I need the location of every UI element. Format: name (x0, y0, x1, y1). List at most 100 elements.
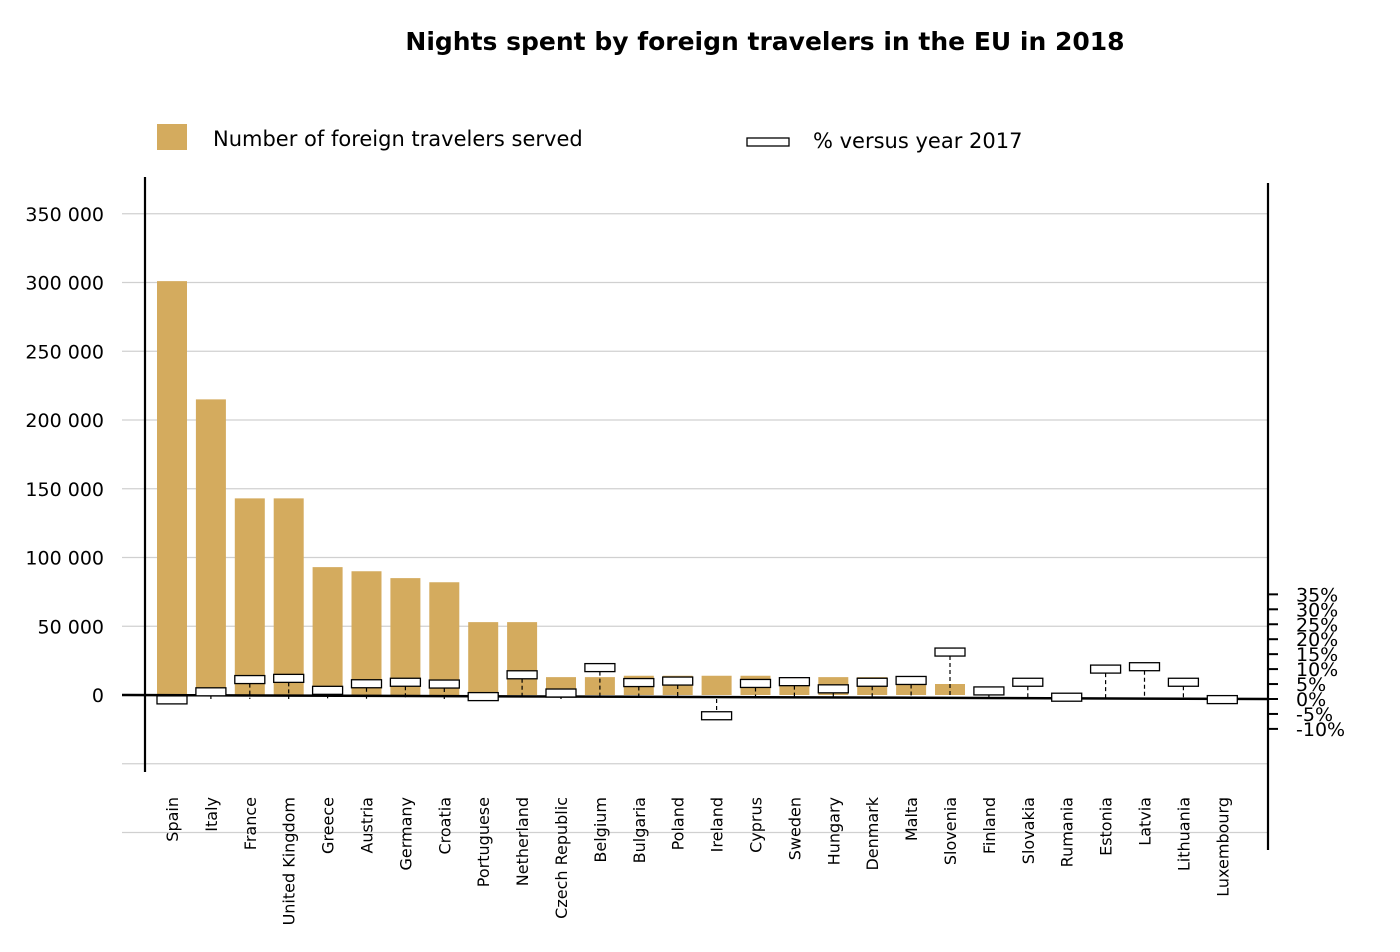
pct-marker-slovenia (934, 647, 966, 657)
pct-marker-croatia (428, 679, 460, 689)
right-tick-label: 20% (1296, 629, 1338, 651)
connectors (210, 656, 1185, 712)
category-label-france: France (241, 797, 260, 850)
category-label-spain: Spain (163, 797, 182, 842)
pct-marker-italy (195, 687, 227, 697)
bar-france (234, 498, 265, 695)
category-label-estonia: Estonia (1097, 797, 1116, 856)
bar-germany (390, 578, 421, 695)
category-label-united-kingdom: United Kingdom (280, 797, 299, 925)
right-tick-label: 10% (1296, 659, 1338, 681)
pct-marker-portuguese (467, 691, 499, 702)
pct-marker-united-kingdom (273, 673, 305, 684)
baseline (121, 693, 1269, 701)
right-tick-label: 15% (1296, 644, 1338, 666)
category-label-austria: Austria (358, 797, 377, 854)
category-label-poland: Poland (669, 797, 688, 850)
pct-marker-denmark (856, 677, 888, 687)
right-tick-label: 30% (1296, 599, 1338, 621)
category-label-netherland: Netherland (513, 797, 532, 886)
pct-marker-czech-republic (545, 688, 577, 698)
right-tick-label: -10% (1296, 719, 1345, 741)
right-tick-label: -5% (1296, 704, 1333, 726)
category-label-germany: Germany (396, 797, 415, 871)
bar-ireland (701, 675, 732, 695)
bar-slovenia (935, 684, 965, 695)
category-label-bulgaria: Bulgaria (630, 797, 649, 863)
pct-marker-latvia (1128, 662, 1161, 672)
chart-title: Nights spent by foreign travelers in the… (405, 27, 1124, 56)
pct-marker-belgium (584, 662, 616, 673)
pct-marker-sweden (778, 677, 811, 687)
bar-austria (351, 571, 382, 695)
category-label-denmark: Denmark (863, 796, 882, 870)
category-labels: Spain Italy France United Kingdom Greece Aust… (163, 796, 1232, 925)
right-tick-label: 25% (1296, 614, 1338, 636)
pct-marker-poland (662, 676, 694, 686)
right-axis-ticks: -10%-5%0%5%10%15%20%25%30%35% (1268, 584, 1345, 741)
pct-marker-bulgaria (623, 677, 655, 688)
pct-marker-hungary (817, 684, 849, 694)
category-label-sweden: Sweden (785, 797, 804, 860)
pct-marker-greece (311, 685, 344, 695)
category-label-hungary: Hungary (824, 797, 843, 865)
pct-marker-germany (389, 677, 422, 687)
category-label-greece: Greece (319, 797, 338, 854)
pct-marker-slovakia (1012, 677, 1044, 687)
pct-marker-estonia (1089, 664, 1122, 674)
category-label-ireland: Ireland (708, 797, 727, 852)
left-tick-label: 200 000 (25, 410, 104, 432)
category-label-czech-republic: Czech Republic (552, 797, 571, 919)
legend-pct-swatch (746, 137, 790, 147)
pct-marker-cyprus (739, 678, 772, 689)
left-axis-ticks: 0 50 000 100 000 150 000 200 000 250 000 300 0… (25, 204, 104, 707)
bar-greece (312, 567, 343, 695)
bar-united-kingdom (273, 498, 304, 695)
legend-bar-swatch (157, 124, 187, 150)
legend: Number of foreign travelers served % ver… (157, 124, 1022, 153)
pct-marker-ireland (700, 711, 733, 721)
pct-marker-france (234, 674, 266, 685)
bar-croatia (429, 582, 460, 695)
category-label-italy: Italy (202, 797, 221, 832)
category-label-lithuania: Lithuania (1174, 797, 1193, 871)
category-label-rumania: Rumania (1058, 797, 1077, 867)
bar-portuguese (468, 622, 499, 695)
category-label-luxembourg: Luxembourg (1213, 797, 1232, 897)
left-tick-label: 300 000 (25, 273, 104, 295)
category-label-slovakia: Slovakia (1019, 797, 1038, 864)
pct-marker-spain (156, 695, 188, 705)
bars (157, 281, 1004, 695)
left-tick-label: 150 000 (25, 479, 104, 501)
pct-marker-luxembourg (1206, 694, 1238, 705)
category-label-croatia: Croatia (435, 797, 454, 855)
legend-bars-label: Number of foreign travelers served (213, 127, 583, 151)
bar-italy (195, 399, 226, 695)
pct-marker-rumania (1051, 692, 1083, 702)
category-label-finland: Finland (980, 797, 999, 854)
category-label-latvia: Latvia (1136, 797, 1155, 846)
category-label-malta: Malta (902, 797, 921, 841)
right-tick-label: 0% (1296, 689, 1326, 711)
bar-netherland (507, 622, 538, 695)
pct-marker-malta (895, 675, 927, 686)
bar-spain (157, 281, 187, 695)
left-tick-label: 100 000 (25, 548, 104, 570)
left-tick-label: 0 (92, 685, 104, 707)
left-tick-label: 250 000 (25, 341, 104, 363)
category-label-slovenia: Slovenia (941, 797, 960, 865)
category-label-belgium: Belgium (591, 797, 610, 863)
legend-pct-label: % versus year 2017 (813, 129, 1022, 153)
pct-markers (156, 647, 1238, 721)
pct-marker-lithuania (1167, 677, 1200, 687)
right-tick-label: 5% (1296, 674, 1326, 696)
category-label-cyprus: Cyprus (747, 797, 766, 853)
right-tick-label: 35% (1296, 584, 1338, 606)
pct-marker-netherland (506, 670, 538, 680)
pct-marker-austria (350, 679, 383, 689)
left-tick-label: 50 000 (38, 616, 104, 638)
category-label-portuguese: Portuguese (474, 797, 493, 887)
pct-marker-finland (973, 686, 1005, 696)
left-tick-label: 350 000 (25, 204, 104, 226)
